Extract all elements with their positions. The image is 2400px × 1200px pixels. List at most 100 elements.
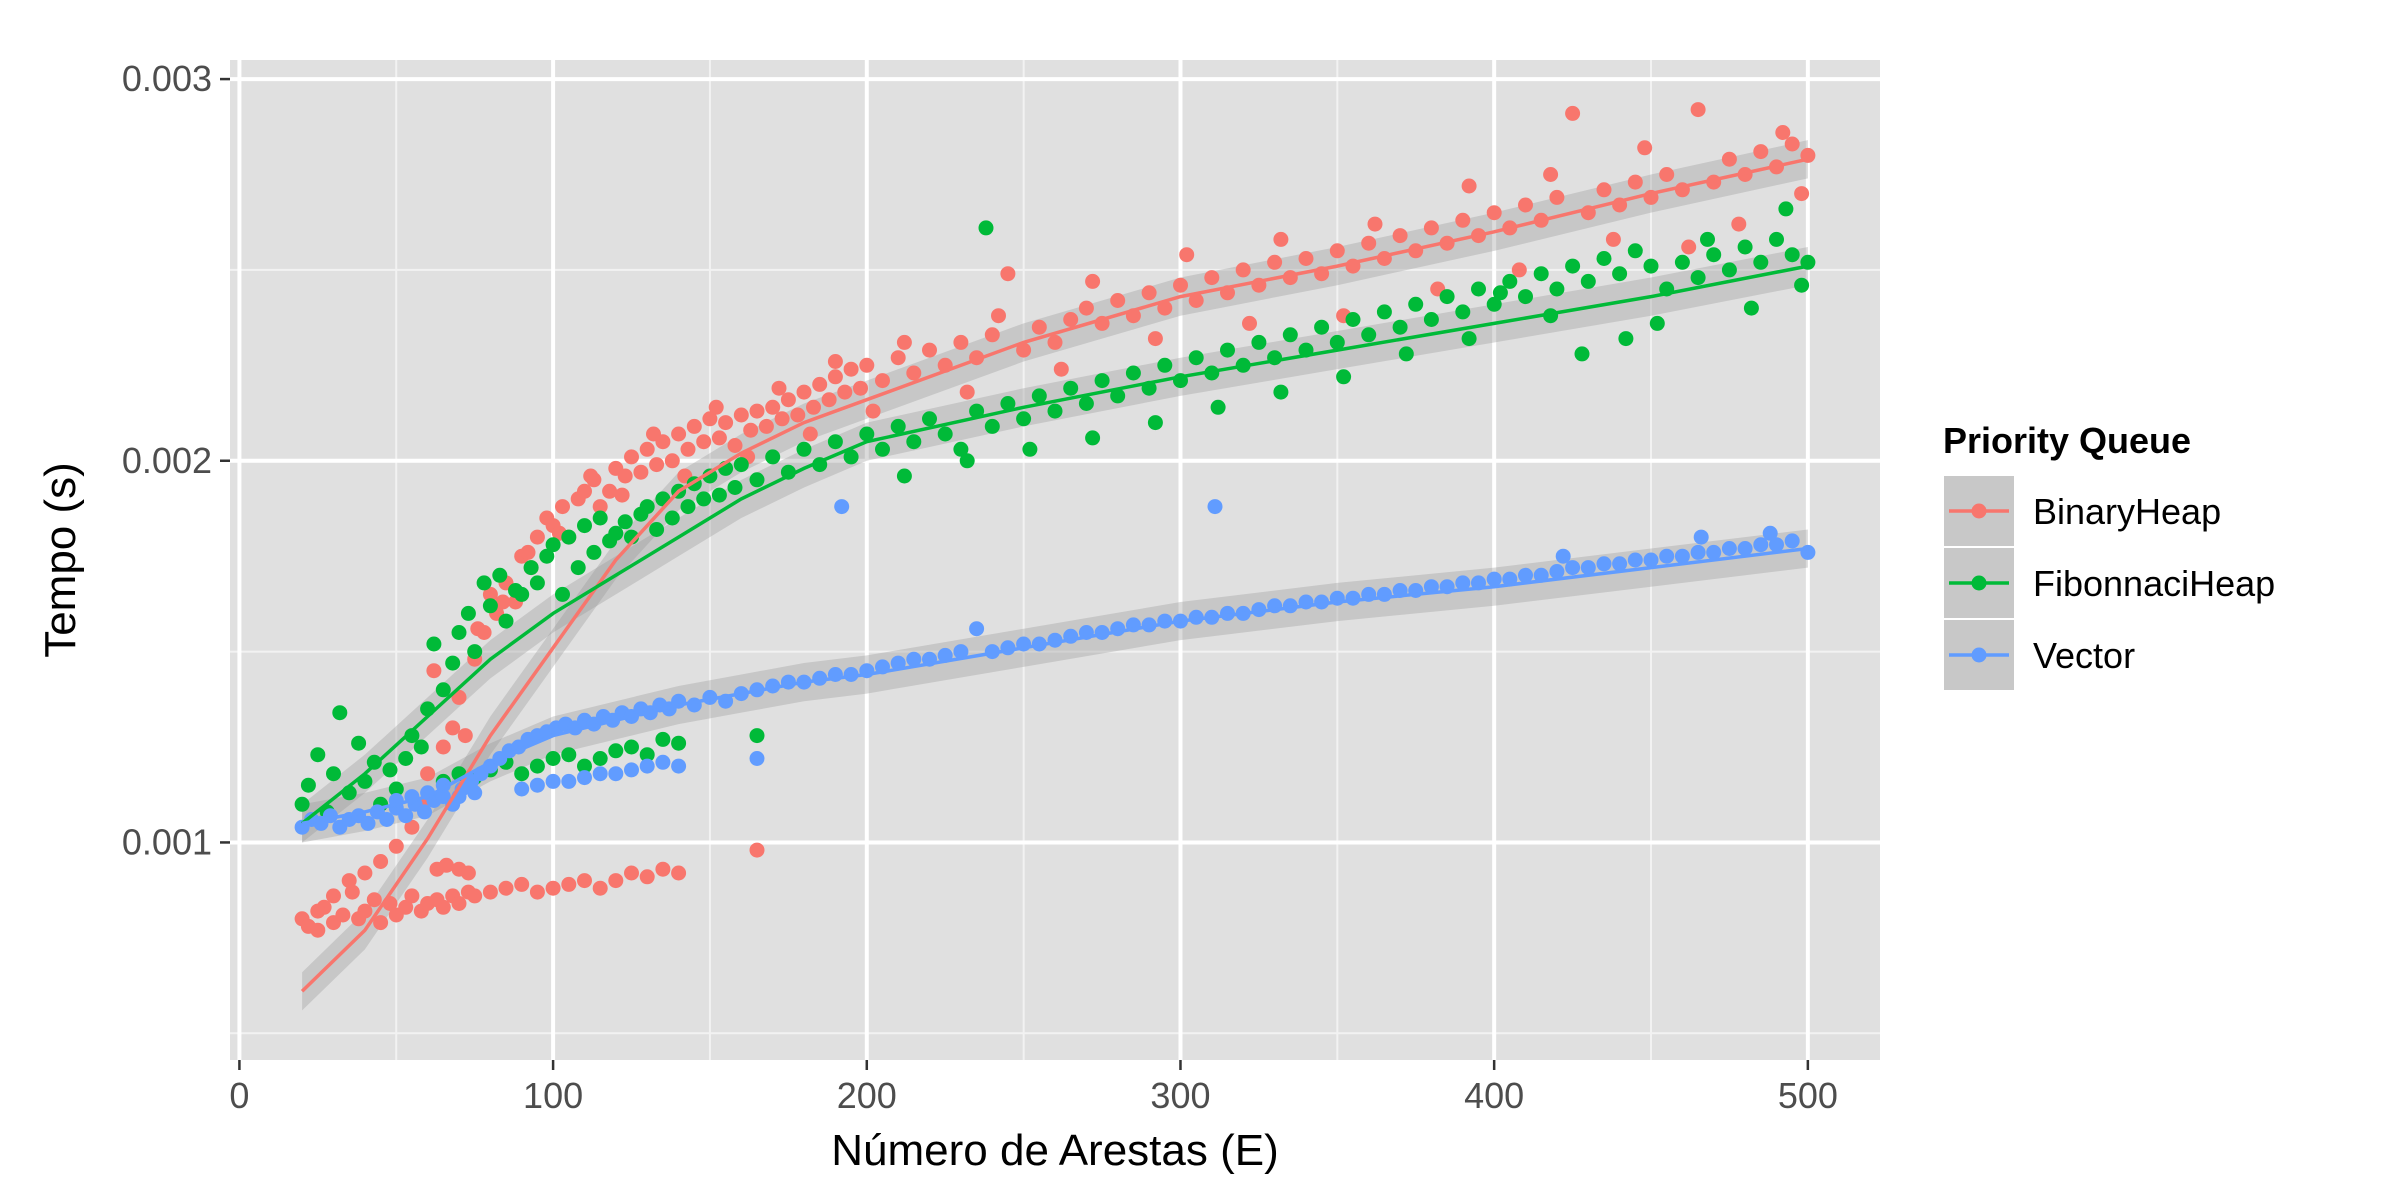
data-point-FibonnaciHeap	[1125, 365, 1141, 381]
data-point-FibonnaciHeap	[1674, 254, 1690, 270]
data-point-Vector	[1693, 529, 1709, 545]
data-point-Vector	[379, 812, 395, 827]
data-point-BinaryHeap	[1188, 293, 1204, 308]
data-point-FibonnaciHeap	[1737, 239, 1753, 255]
data-point-BinaryHeap	[1047, 334, 1063, 350]
data-point-FibonnaciHeap	[984, 418, 1000, 434]
data-point-BinaryHeap	[758, 418, 774, 434]
data-point-Vector	[953, 644, 969, 660]
data-point-FibonnaciHeap	[467, 644, 483, 660]
data-point-Vector	[749, 751, 765, 766]
data-point-BinaryHeap	[1147, 331, 1163, 347]
data-point-Vector	[1706, 544, 1722, 560]
data-point-BinaryHeap	[357, 865, 373, 881]
data-point-BinaryHeap	[373, 854, 389, 869]
x-tick-label: 300	[1150, 1075, 1210, 1116]
data-point-FibonnaciHeap	[896, 468, 912, 484]
data-point-FibonnaciHeap	[1361, 327, 1377, 343]
data-point-FibonnaciHeap	[561, 747, 577, 763]
data-point-BinaryHeap	[388, 838, 404, 854]
data-point-FibonnaciHeap	[727, 480, 743, 495]
data-point-BinaryHeap	[853, 380, 868, 396]
data-point-BinaryHeap	[529, 884, 545, 900]
data-point-FibonnaciHeap	[1314, 319, 1330, 335]
data-point-BinaryHeap	[520, 544, 536, 560]
data-point-BinaryHeap	[655, 861, 671, 877]
data-point-FibonnaciHeap	[922, 411, 937, 427]
data-point-BinaryHeap	[344, 884, 360, 900]
data-point-FibonnaciHeap	[827, 434, 843, 450]
data-point-BinaryHeap	[498, 880, 514, 896]
data-point-BinaryHeap	[896, 334, 912, 350]
data-point-FibonnaciHeap	[1251, 334, 1267, 350]
data-point-Vector	[1784, 533, 1800, 549]
data-point-FibonnaciHeap	[1188, 350, 1204, 366]
data-point-FibonnaciHeap	[664, 510, 680, 526]
data-point-FibonnaciHeap	[523, 560, 539, 576]
data-point-FibonnaciHeap	[426, 636, 442, 652]
data-point-BinaryHeap	[922, 342, 937, 358]
data-point-BinaryHeap	[780, 392, 796, 408]
data-point-FibonnaciHeap	[953, 441, 969, 457]
data-point-BinaryHeap	[366, 892, 382, 908]
data-point-BinaryHeap	[1085, 273, 1101, 289]
data-point-FibonnaciHeap	[1549, 281, 1565, 297]
data-point-FibonnaciHeap	[1778, 201, 1794, 217]
data-point-Vector	[1659, 548, 1675, 564]
data-point-FibonnaciHeap	[1147, 415, 1163, 431]
data-point-FibonnaciHeap	[1329, 334, 1345, 350]
data-point-BinaryHeap	[404, 888, 420, 904]
data-point-BinaryHeap	[1775, 125, 1791, 140]
data-point-BinaryHeap	[1392, 228, 1408, 244]
legend-dot-BinaryHeap	[1971, 503, 1987, 519]
data-point-Vector	[639, 758, 655, 774]
data-point-FibonnaciHeap	[978, 220, 994, 236]
data-point-BinaryHeap	[1173, 277, 1188, 293]
data-point-BinaryHeap	[460, 865, 476, 881]
data-point-BinaryHeap	[614, 487, 630, 503]
data-point-FibonnaciHeap	[1047, 403, 1063, 419]
minor-gridlines	[230, 60, 1880, 1060]
data-point-BinaryHeap	[1031, 319, 1047, 335]
data-point-FibonnaciHeap	[1455, 304, 1471, 320]
data-point-BinaryHeap	[806, 399, 821, 415]
data-point-FibonnaciHeap	[696, 491, 712, 507]
data-point-FibonnaciHeap	[617, 514, 633, 530]
data-point-FibonnaciHeap	[608, 525, 624, 541]
legend-label-FibonnaciHeap: FibonnaciHeap	[2033, 563, 2275, 604]
data-point-BinaryHeap	[718, 415, 734, 431]
data-point-Vector	[1753, 537, 1769, 553]
data-point-BinaryHeap	[451, 896, 467, 911]
data-point-BinaryHeap	[1794, 186, 1810, 202]
confidence-ribbon-Vector	[302, 529, 1808, 843]
data-point-FibonnaciHeap	[1565, 258, 1581, 274]
data-point-FibonnaciHeap	[445, 655, 461, 671]
data-point-FibonnaciHeap	[1000, 396, 1016, 411]
data-point-BinaryHeap	[906, 365, 922, 381]
data-point-Vector	[545, 773, 561, 789]
data-point-BinaryHeap	[959, 384, 975, 400]
data-point-Vector	[467, 785, 483, 801]
legend-label-Vector: Vector	[2033, 635, 2135, 676]
data-point-FibonnaciHeap	[1210, 399, 1226, 415]
trend-line-FibonnaciHeap	[301, 264, 1809, 825]
data-point-FibonnaciHeap	[492, 567, 508, 583]
data-point-FibonnaciHeap	[1743, 300, 1759, 316]
data-point-Vector	[561, 773, 577, 789]
data-point-BinaryHeap	[827, 369, 843, 385]
data-point-BinaryHeap	[451, 689, 467, 705]
legend-title: Priority Queue	[1943, 420, 2191, 461]
data-point-BinaryHeap	[1784, 136, 1800, 152]
data-point-BinaryHeap	[865, 403, 881, 419]
data-point-FibonnaciHeap	[451, 625, 467, 640]
data-point-Vector	[1207, 499, 1223, 515]
data-point-FibonnaciHeap	[796, 441, 812, 457]
data-point-FibonnaciHeap	[1649, 315, 1665, 331]
data-point-BinaryHeap	[335, 907, 351, 923]
data-point-Vector	[834, 499, 850, 515]
data-point-FibonnaciHeap	[1273, 384, 1289, 400]
data-point-FibonnaciHeap	[1439, 289, 1455, 305]
data-point-FibonnaciHeap	[388, 781, 404, 797]
data-point-FibonnaciHeap	[1376, 304, 1392, 320]
data-point-BinaryHeap	[827, 354, 843, 369]
